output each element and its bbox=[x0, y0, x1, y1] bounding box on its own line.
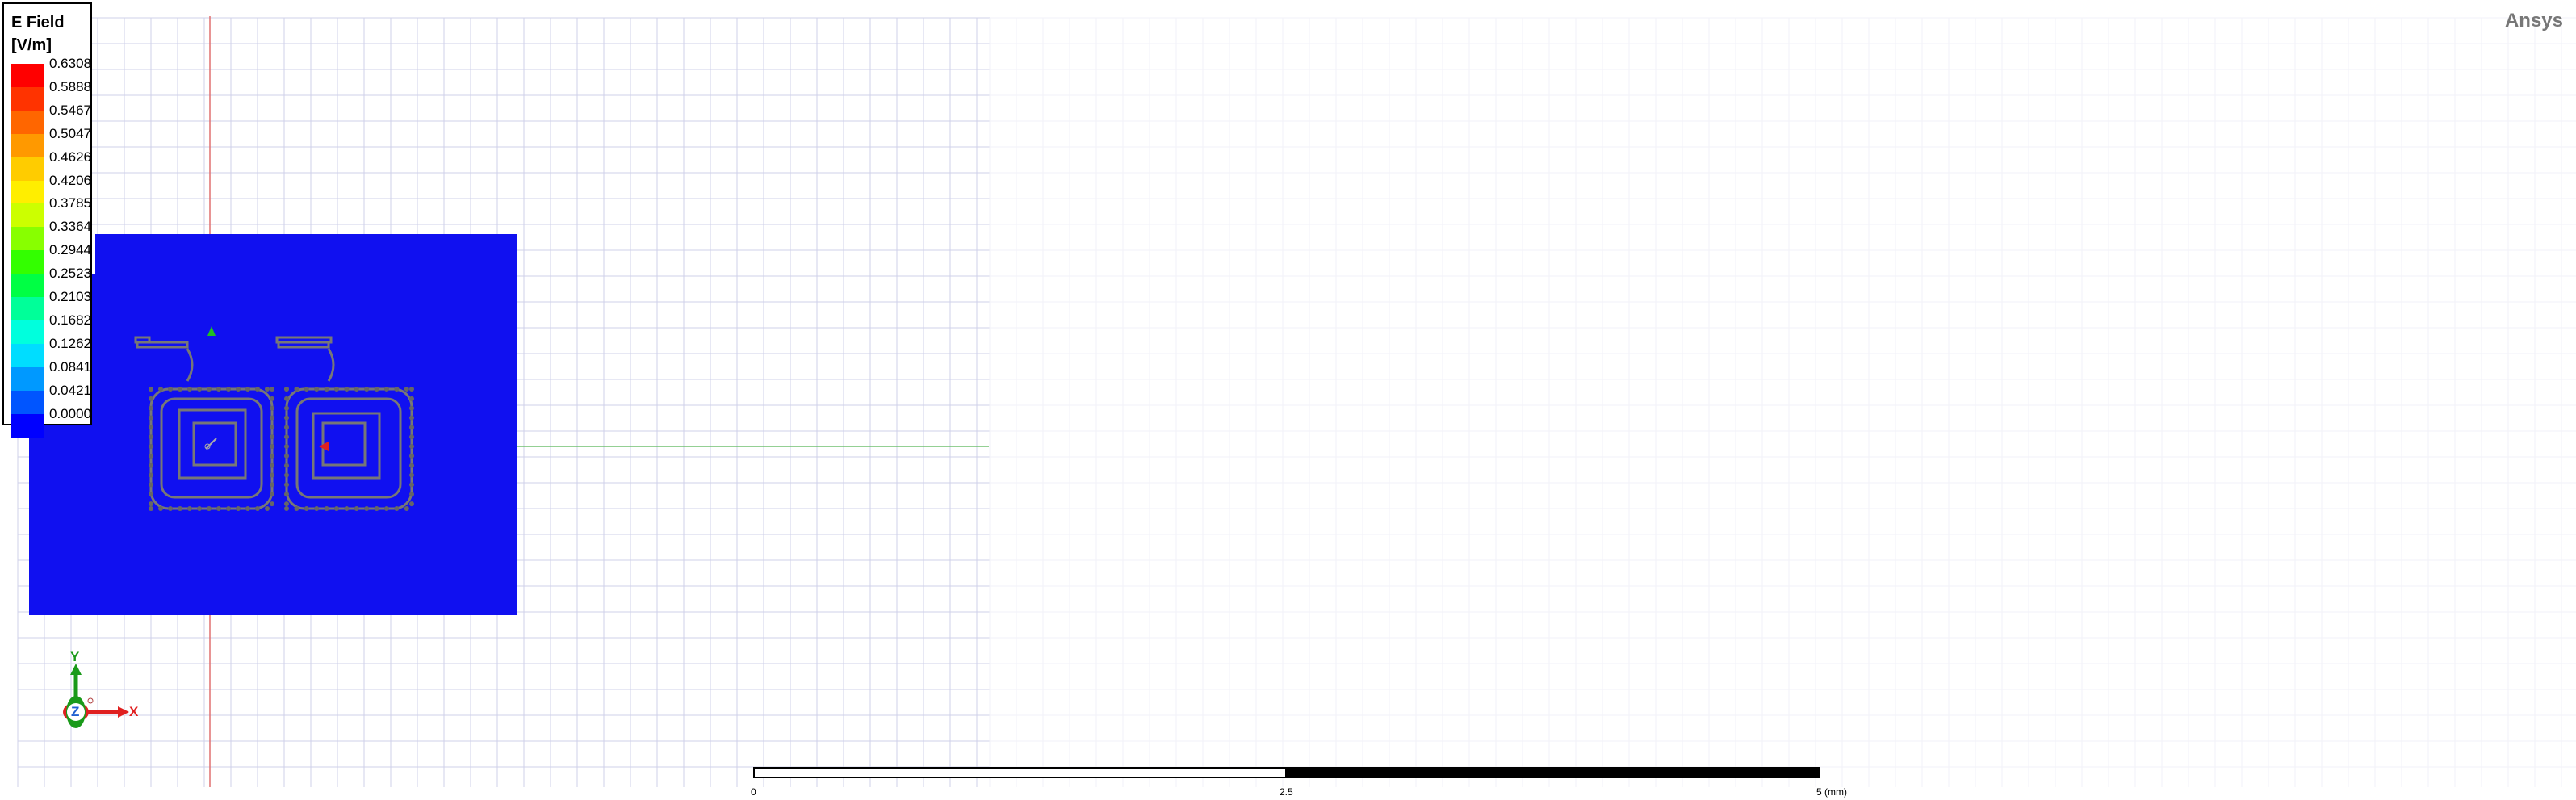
axis-triad-icon bbox=[63, 664, 129, 728]
legend-swatch bbox=[11, 86, 44, 111]
legend-value: 0.2944 bbox=[49, 242, 91, 258]
legend-value: 0.2103 bbox=[49, 289, 91, 304]
legend-value: 0.1262 bbox=[49, 335, 91, 351]
legend-value: 0.4206 bbox=[49, 172, 91, 188]
green-marker bbox=[207, 326, 216, 336]
ansys-logo: Ansys bbox=[2504, 10, 2563, 31]
scale-tick-2-5: 2.5 bbox=[1280, 786, 1293, 798]
legend-value: 0.6308 bbox=[49, 56, 91, 71]
triad-x-label: X bbox=[129, 704, 139, 719]
legend-swatch bbox=[11, 110, 44, 134]
legend-value: 0.0421 bbox=[49, 382, 91, 398]
scale-bar-black-segment bbox=[1287, 767, 1820, 778]
legend-swatch bbox=[11, 250, 44, 274]
legend-value: 0.3785 bbox=[49, 195, 91, 212]
legend-value: 0.2523 bbox=[49, 266, 91, 282]
axis-triad[interactable]: Y X Z bbox=[48, 649, 145, 751]
scale-bar bbox=[753, 767, 1820, 780]
triad-z-label: Z bbox=[71, 704, 80, 719]
scale-tick-0: 0 bbox=[751, 786, 756, 798]
legend-swatch bbox=[11, 133, 44, 157]
legend-unit: [V/m] bbox=[11, 36, 52, 54]
right-coil bbox=[275, 336, 413, 510]
legend-swatch bbox=[11, 390, 44, 414]
coil-vias bbox=[149, 387, 414, 511]
scale-bar-white-segment bbox=[753, 767, 1287, 778]
legend-swatch bbox=[11, 320, 44, 344]
legend-value: 0.3364 bbox=[49, 219, 91, 235]
legend-value: 0.0000 bbox=[49, 405, 91, 421]
origin-marker bbox=[205, 438, 217, 450]
legend-value: 0.4626 bbox=[49, 149, 91, 165]
efield-legend[interactable]: E Field [V/m] 0.6308 0.5888 0.5467 0.5047 0.… bbox=[2, 2, 92, 438]
red-marker bbox=[319, 442, 329, 451]
legend-swatch bbox=[11, 64, 44, 87]
origin-dot bbox=[204, 443, 211, 450]
legend-swatch bbox=[11, 413, 44, 438]
legend-value: 0.1682 bbox=[49, 312, 91, 328]
legend-title: E Field bbox=[11, 14, 65, 31]
legend-swatch bbox=[11, 157, 44, 181]
legend-swatch bbox=[11, 203, 44, 228]
legend-swatch bbox=[11, 366, 44, 391]
legend-swatch bbox=[11, 297, 44, 320]
legend-swatch bbox=[11, 180, 44, 204]
scale-tick-5mm: 5 (mm) bbox=[1816, 786, 1847, 798]
legend-value: 0.5467 bbox=[49, 102, 91, 118]
legend-swatch bbox=[11, 274, 44, 298]
legend-swatch bbox=[11, 227, 44, 251]
triad-y-label: Y bbox=[70, 649, 80, 664]
legend-value: 0.5047 bbox=[49, 125, 91, 141]
legend-value: 0.5888 bbox=[49, 78, 91, 94]
legend-swatch bbox=[11, 343, 44, 367]
legend-value: 0.0841 bbox=[49, 358, 91, 375]
efield-plot-top-step bbox=[95, 234, 517, 242]
